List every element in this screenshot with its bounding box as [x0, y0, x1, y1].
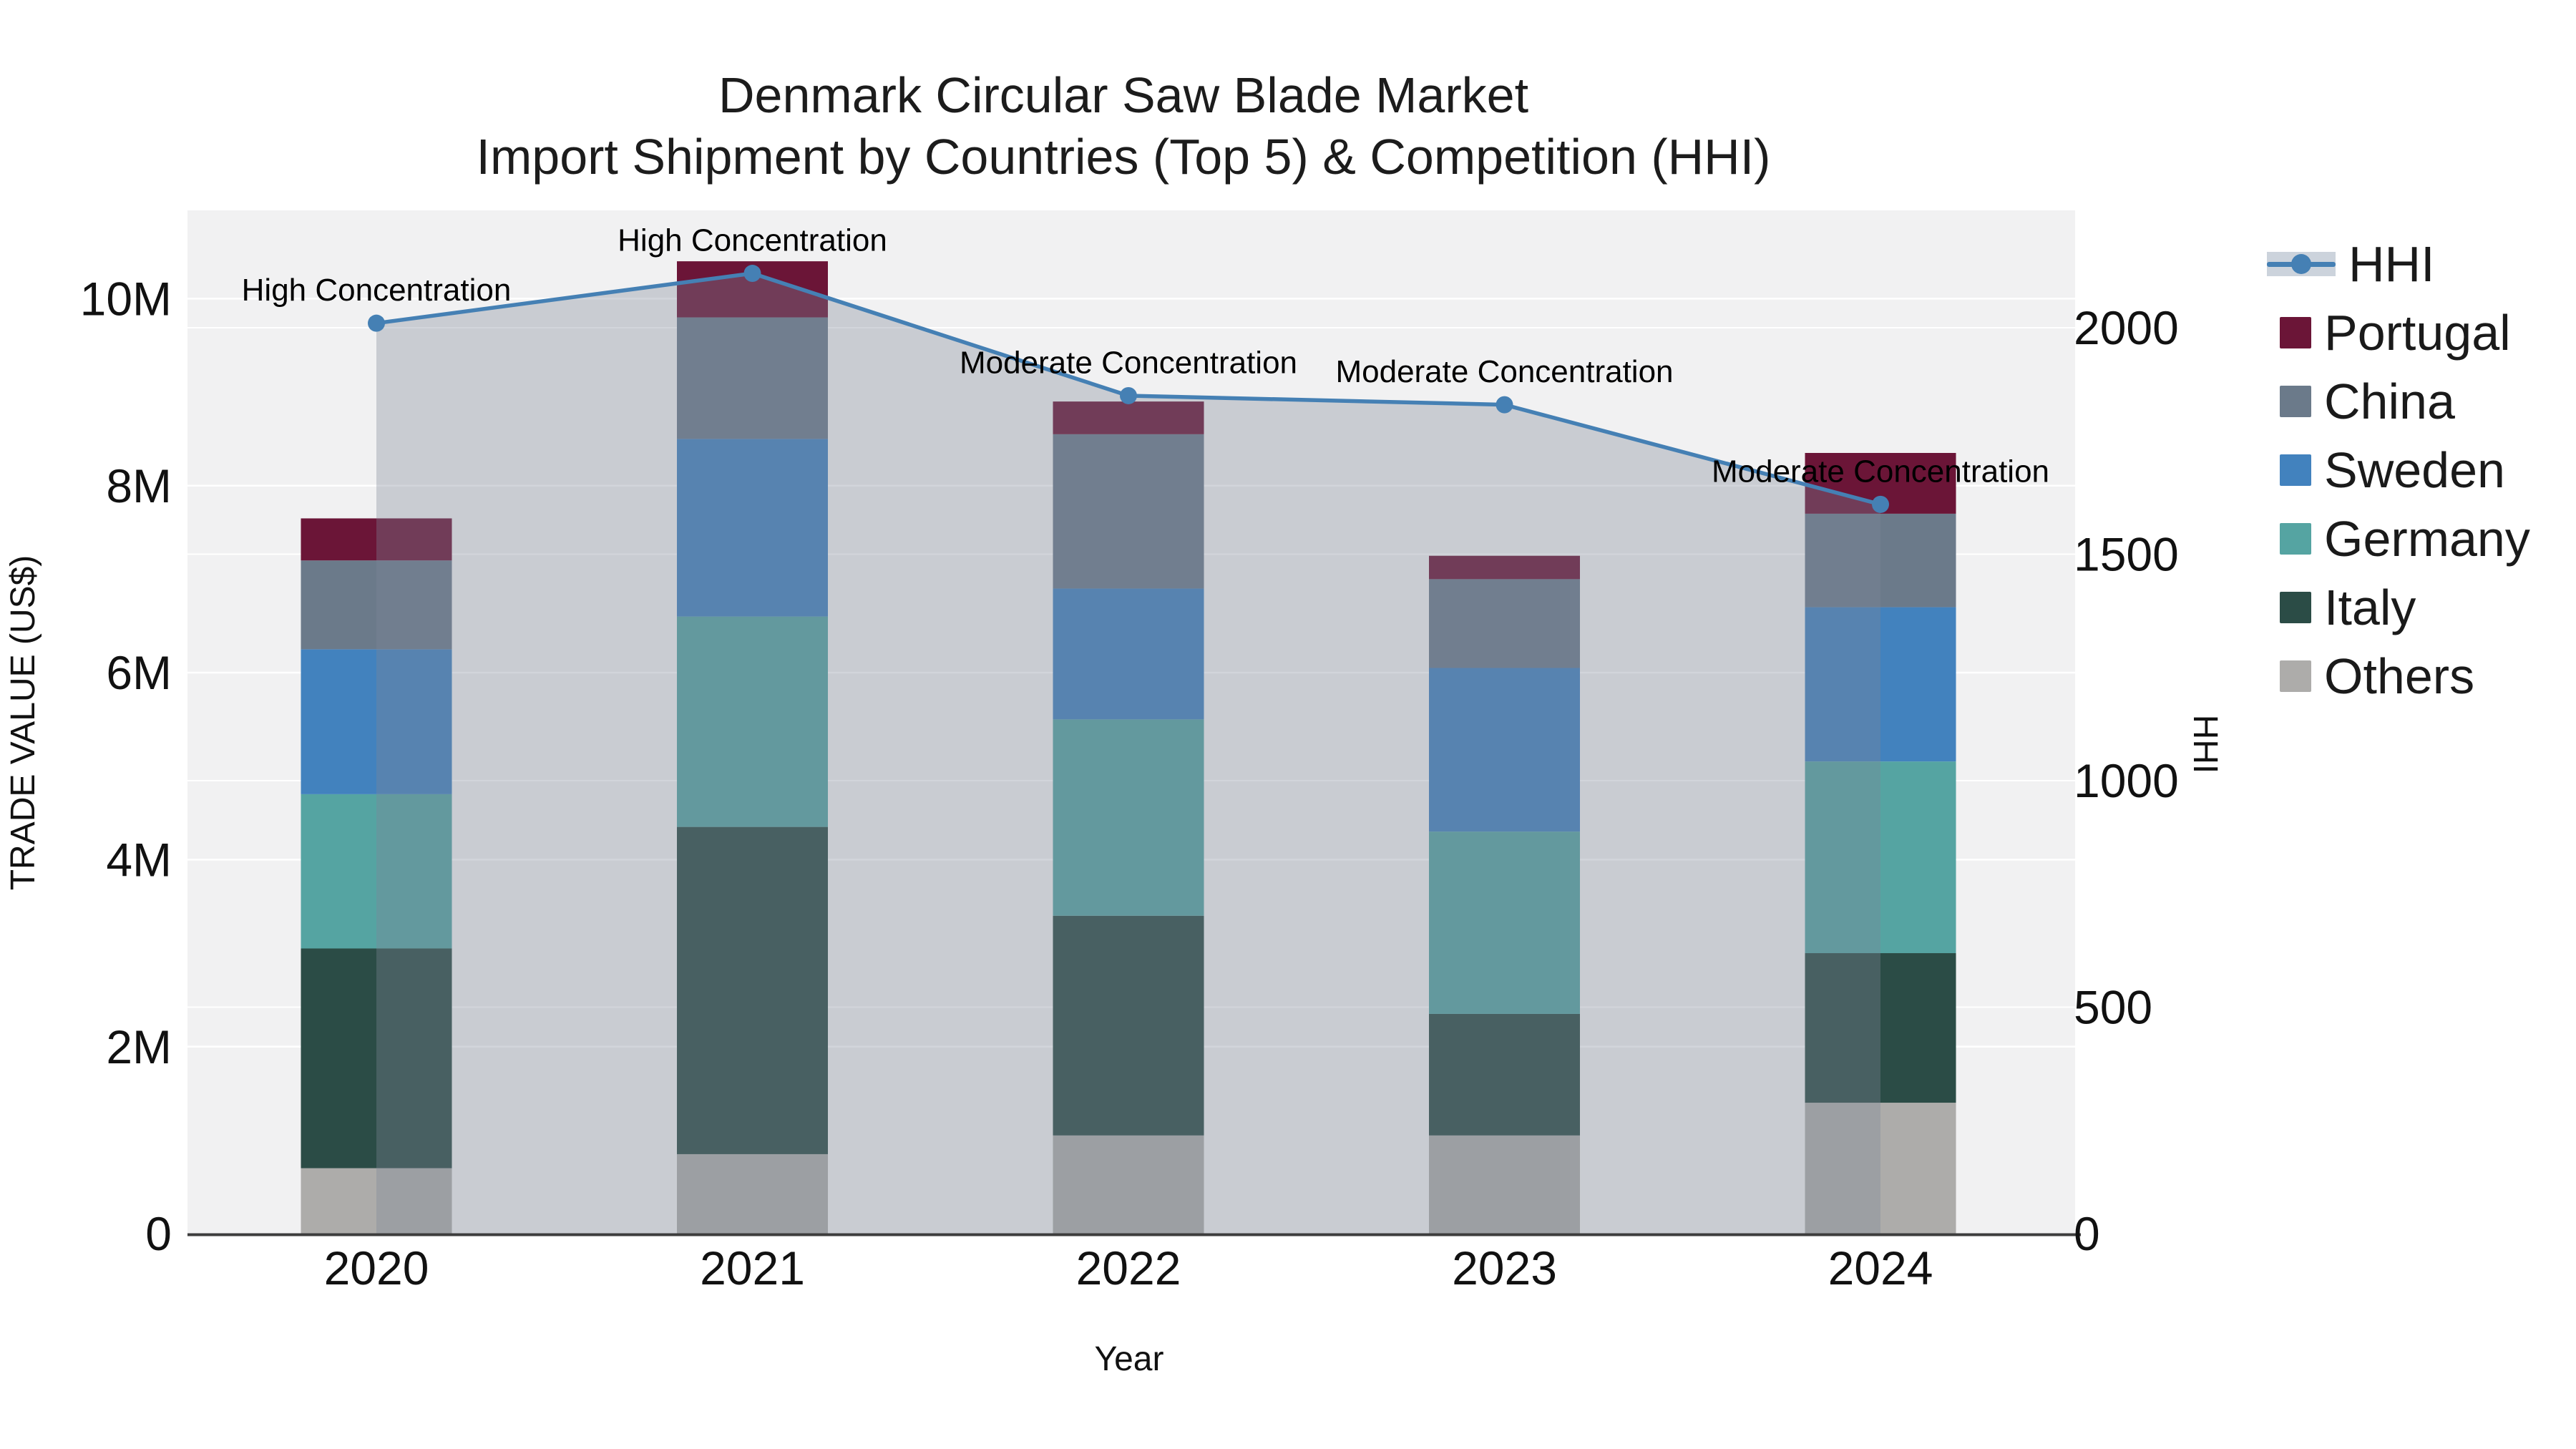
y-right-axis-title: HHI — [2186, 715, 2224, 774]
bar-segment-2024-sweden — [1805, 607, 1956, 762]
y-right-tick-0: 0 — [2074, 1207, 2100, 1260]
hhi-marker-2020 — [368, 314, 385, 332]
legend-label-sweden: Sweden — [2324, 442, 2505, 498]
legend-item-germany[interactable]: Germany — [2261, 504, 2530, 573]
hhi-area — [376, 273, 1880, 1234]
legend-item-italy[interactable]: Italy — [2261, 573, 2530, 642]
bar-segment-2023-sweden — [1429, 668, 1580, 832]
legend-label-china: China — [2324, 374, 2455, 429]
y-left-tick-10M: 10M — [80, 273, 172, 326]
bar-segment-2021-china — [677, 317, 828, 439]
legend-swatch-others — [2280, 660, 2311, 692]
bar-segment-2024-others — [1805, 1103, 1956, 1234]
bar-segment-2020-germany — [301, 794, 452, 949]
legend-label-hhi: HHI — [2348, 236, 2435, 292]
x-axis-title: Year — [1095, 1340, 1164, 1378]
legend: HHI Portugal China Sweden Germany Italy Others — [2261, 230, 2530, 711]
x-tick-2022: 2022 — [1076, 1241, 1181, 1294]
legend-item-portugal[interactable]: Portugal — [2261, 298, 2530, 367]
bar-segment-2022-others — [1053, 1135, 1204, 1234]
annotation-2021: High Concentration — [618, 223, 887, 258]
hhi-marker-2024 — [1872, 495, 1889, 513]
legend-swatch-germany — [2280, 523, 2311, 555]
bar-segment-2022-china — [1053, 434, 1204, 589]
annotation-2022: Moderate Concentration — [960, 345, 1297, 380]
chart-title: Denmark Circular Saw Blade Market Import… — [0, 64, 2247, 187]
bar-segment-2020-china — [301, 560, 452, 650]
legend-item-sweden[interactable]: Sweden — [2261, 436, 2530, 504]
bar-segment-2023-china — [1429, 579, 1580, 668]
legend-label-others: Others — [2324, 648, 2475, 704]
y-left-tick-6M: 6M — [106, 646, 172, 699]
bar-segment-2020-others — [301, 1168, 452, 1234]
legend-label-italy: Italy — [2324, 580, 2416, 635]
hhi-marker-2023 — [1496, 396, 1513, 414]
annotation-2024: Moderate Concentration — [1712, 454, 2049, 489]
legend-swatch-china — [2280, 386, 2311, 417]
annotation-2023: Moderate Concentration — [1335, 354, 1673, 389]
bar-segment-2022-sweden — [1053, 588, 1204, 720]
bar-segment-2020-sweden — [301, 649, 452, 794]
legend-hhi-line-icon — [2267, 248, 2336, 280]
bar-segment-2024-italy — [1805, 953, 1956, 1103]
y-left-tick-0: 0 — [145, 1207, 172, 1260]
hhi-marker-2022 — [1120, 386, 1137, 404]
legend-label-germany: Germany — [2324, 511, 2530, 567]
x-tick-2024: 2024 — [1828, 1241, 1933, 1294]
bar-segment-2022-portugal — [1053, 401, 1204, 434]
legend-item-china[interactable]: China — [2261, 367, 2530, 436]
y-left-tick-4M: 4M — [106, 833, 172, 886]
bar-segment-2021-germany — [677, 616, 828, 827]
x-tick-2023: 2023 — [1452, 1241, 1557, 1294]
legend-item-others[interactable]: Others — [2261, 642, 2530, 711]
bar-segment-2023-italy — [1429, 1013, 1580, 1136]
bar-segment-2024-germany — [1805, 761, 1956, 954]
chart-title-line1: Denmark Circular Saw Blade Market — [718, 67, 1529, 123]
bar-segment-2023-others — [1429, 1135, 1580, 1234]
bar-segment-2023-portugal — [1429, 555, 1580, 580]
y-left-tick-8M: 8M — [106, 459, 172, 512]
chart-title-line2: Import Shipment by Countries (Top 5) & C… — [476, 129, 1771, 185]
bar-segment-2021-italy — [677, 826, 828, 1154]
annotation-2020: High Concentration — [242, 273, 512, 308]
y-right-tick-1500: 1500 — [2074, 528, 2179, 581]
y-right-tick-500: 500 — [2074, 981, 2152, 1034]
x-tick-2021: 2021 — [700, 1241, 805, 1294]
y-left-axis-title: TRADE VALUE (US$) — [4, 555, 42, 891]
bar-segment-2023-germany — [1429, 831, 1580, 1014]
bar-segment-2020-portugal — [301, 518, 452, 561]
bar-segment-2022-germany — [1053, 719, 1204, 916]
bar-segment-2021-others — [677, 1153, 828, 1234]
y-right-tick-2000: 2000 — [2074, 301, 2179, 354]
bar-segment-2020-italy — [301, 948, 452, 1169]
bar-segment-2021-sweden — [677, 439, 828, 617]
y-right-tick-1000: 1000 — [2074, 754, 2179, 807]
legend-swatch-italy — [2280, 592, 2311, 623]
bar-segment-2024-china — [1805, 513, 1956, 608]
bar-segment-2022-italy — [1053, 915, 1204, 1136]
y-left-tick-2M: 2M — [106, 1020, 172, 1073]
x-tick-2020: 2020 — [324, 1241, 429, 1294]
legend-swatch-sweden — [2280, 454, 2311, 486]
hhi-marker-2021 — [743, 265, 761, 283]
legend-item-hhi[interactable]: HHI — [2261, 230, 2530, 298]
legend-swatch-portugal — [2280, 317, 2311, 348]
legend-label-portugal: Portugal — [2324, 305, 2511, 361]
